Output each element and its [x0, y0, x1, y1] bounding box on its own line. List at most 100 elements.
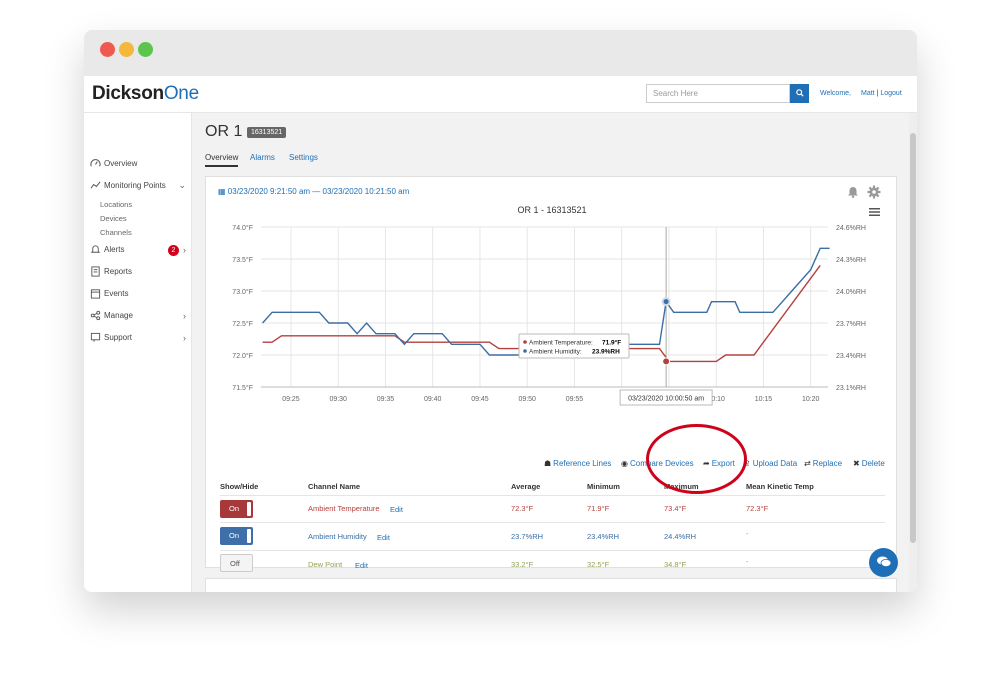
sidebar-item-alerts[interactable]: Alerts ›: [90, 244, 190, 255]
date-range-picker[interactable]: ▦ 03/23/2020 9:21:50 am — 03/23/2020 10:…: [218, 187, 409, 196]
report-icon: [91, 266, 100, 277]
eye-icon: ◉: [621, 459, 628, 468]
channel-toggle-off[interactable]: Off: [220, 554, 253, 572]
alarm-bell-icon[interactable]: [847, 185, 859, 201]
x-tick-label: 09:35: [377, 396, 395, 403]
sidebar-item-channels[interactable]: Channels: [100, 228, 132, 237]
action-label: Upload Data: [752, 459, 798, 468]
edit-channel-link[interactable]: Edit: [377, 533, 390, 542]
maximum-value: 24.4%RH: [664, 532, 697, 541]
line-chart[interactable]: 74.0°F 73.5°F 73.0°F 72.5°F 72.0°F 71.5°F 24.6…: [206, 217, 898, 457]
channel-toggle-on[interactable]: On: [220, 500, 253, 518]
scrollbar-thumb[interactable]: [910, 133, 916, 543]
sidebar-item-manage[interactable]: Manage ›: [90, 310, 190, 321]
close-window-button[interactable]: [100, 42, 115, 57]
y-left-tick-label: 71.5°F: [232, 384, 253, 392]
channel-name: Ambient Humidity: [308, 532, 367, 541]
column-header-channel-name: Channel Name: [308, 482, 361, 491]
search-icon: [795, 89, 804, 97]
sidebar-item-label: Reports: [104, 267, 133, 276]
chat-icon: [876, 556, 891, 567]
calendar-icon: ▦: [218, 187, 226, 196]
maximum-value: 73.4°F: [664, 504, 687, 513]
x-tick-label: 09:40: [424, 396, 442, 403]
column-header-show-hide: Show/Hide: [220, 482, 259, 491]
mkt-value: -: [746, 557, 749, 566]
x-tick-label: 09:50: [518, 396, 536, 403]
channel-toggle-on[interactable]: On: [220, 527, 253, 545]
chart-menu-icon[interactable]: [869, 205, 880, 220]
edit-channel-link[interactable]: Edit: [355, 561, 368, 570]
sidebar-item-locations[interactable]: Locations: [100, 200, 133, 209]
sidebar-item-events[interactable]: Events: [90, 288, 128, 299]
logo[interactable]: DicksonOne: [92, 83, 199, 105]
y-right-tick-label: 24.6%RH: [836, 225, 866, 232]
upload-data-button[interactable]: ⇪ Upload Data: [744, 459, 797, 468]
crosshair-time-label: 03/23/2020 10:00:50 am: [628, 396, 704, 403]
separator: |: [876, 90, 879, 97]
calendar-icon: [90, 289, 101, 299]
page-scrollbar[interactable]: [909, 113, 917, 592]
tooltip-humidity-dot: [523, 349, 527, 353]
sidebar-item-label: Support: [104, 333, 133, 342]
y-right-tick-label: 24.0%RH: [836, 289, 866, 296]
gear-icon[interactable]: [867, 185, 881, 202]
action-label: Replace: [812, 459, 843, 468]
minimum-value: 23.4%RH: [587, 532, 620, 541]
chart-tooltip: [518, 333, 630, 359]
tab-overview[interactable]: Overview: [205, 153, 239, 167]
main-content: OR 1 16313521 Overview Alarms Settings ▦…: [192, 113, 909, 592]
replace-button[interactable]: ⇄ Replace: [804, 459, 842, 468]
tab-settings[interactable]: Settings: [289, 153, 318, 162]
y-right-tick-label: 23.4%RH: [836, 353, 866, 360]
sidebar-item-reports[interactable]: Reports: [90, 266, 132, 277]
chart-title: OR 1 - 16313521: [517, 205, 587, 215]
x-tick-label: 09:55: [566, 396, 584, 403]
sidebar-item-label: Manage: [104, 311, 133, 320]
chart-card: ▦ 03/23/2020 9:21:50 am — 03/23/2020 10:…: [205, 176, 898, 572]
chat-support-button[interactable]: [869, 548, 898, 577]
series-line-ambient-temperature: [262, 264, 821, 363]
y-left-tick-label: 74.0°F: [232, 224, 253, 232]
channel-name: Dew Point: [308, 560, 343, 569]
user-links: Matt | Logout: [861, 90, 902, 97]
y-left-tick-label: 73.5°F: [232, 256, 253, 264]
sidebar-item-label: Events: [104, 289, 129, 298]
sidebar-item-devices[interactable]: Devices: [100, 214, 127, 223]
column-header-mean-kinetic-temp: Mean Kinetic Temp: [746, 482, 814, 491]
date-range-text: 03/23/2020 9:21:50 am — 03/23/2020 10:21…: [227, 187, 410, 196]
upload-icon: ⇪: [744, 459, 751, 468]
tooltip-temperature-value: 71.9°F: [602, 339, 621, 347]
logo-accent-text: One: [163, 83, 199, 104]
search-input[interactable]: Search Here: [646, 84, 790, 103]
chevron-right-icon: ›: [183, 244, 186, 255]
maximum-value: 34.8°F: [664, 560, 687, 569]
x-tick-label: 10:15: [755, 396, 773, 403]
app-header: DicksonOne Search Here Welcome, Matt | L…: [84, 76, 917, 113]
table-divider: [220, 495, 885, 496]
search-button[interactable]: [790, 84, 809, 103]
chart-line-icon: [90, 181, 101, 189]
browser-window: DicksonOne Search Here Welcome, Matt | L…: [84, 30, 917, 592]
sidebar-item-overview[interactable]: Overview: [90, 158, 137, 169]
sidebar-item-monitoring-points[interactable]: Monitoring Points ⌄: [90, 180, 190, 191]
sidebar-item-label: Alerts: [104, 245, 125, 254]
tab-alarms[interactable]: Alarms: [250, 153, 275, 162]
sidebar-item-label: Monitoring Points: [104, 181, 166, 190]
delete-button[interactable]: ✖ Delete: [853, 459, 885, 468]
humidity-hover-marker: [661, 297, 671, 307]
page-title: OR 1: [205, 123, 243, 140]
minimum-value: 32.5°F: [587, 560, 610, 569]
reference-lines-button[interactable]: ☗ Reference Lines: [544, 459, 611, 468]
replace-icon: ⇄: [804, 459, 811, 468]
user-name-link[interactable]: Matt: [861, 90, 875, 97]
sidebar-item-support[interactable]: Support ›: [90, 332, 190, 343]
alerts-count-badge: 2: [168, 245, 179, 256]
minimize-window-button[interactable]: [119, 42, 134, 57]
tooltip-humidity-value: 23.9%RH: [592, 349, 620, 356]
column-header-average: Average: [511, 482, 541, 491]
maximize-window-button[interactable]: [138, 42, 153, 57]
logout-link[interactable]: Logout: [880, 90, 902, 97]
minimum-value: 71.9°F: [587, 504, 610, 513]
edit-channel-link[interactable]: Edit: [390, 505, 403, 514]
